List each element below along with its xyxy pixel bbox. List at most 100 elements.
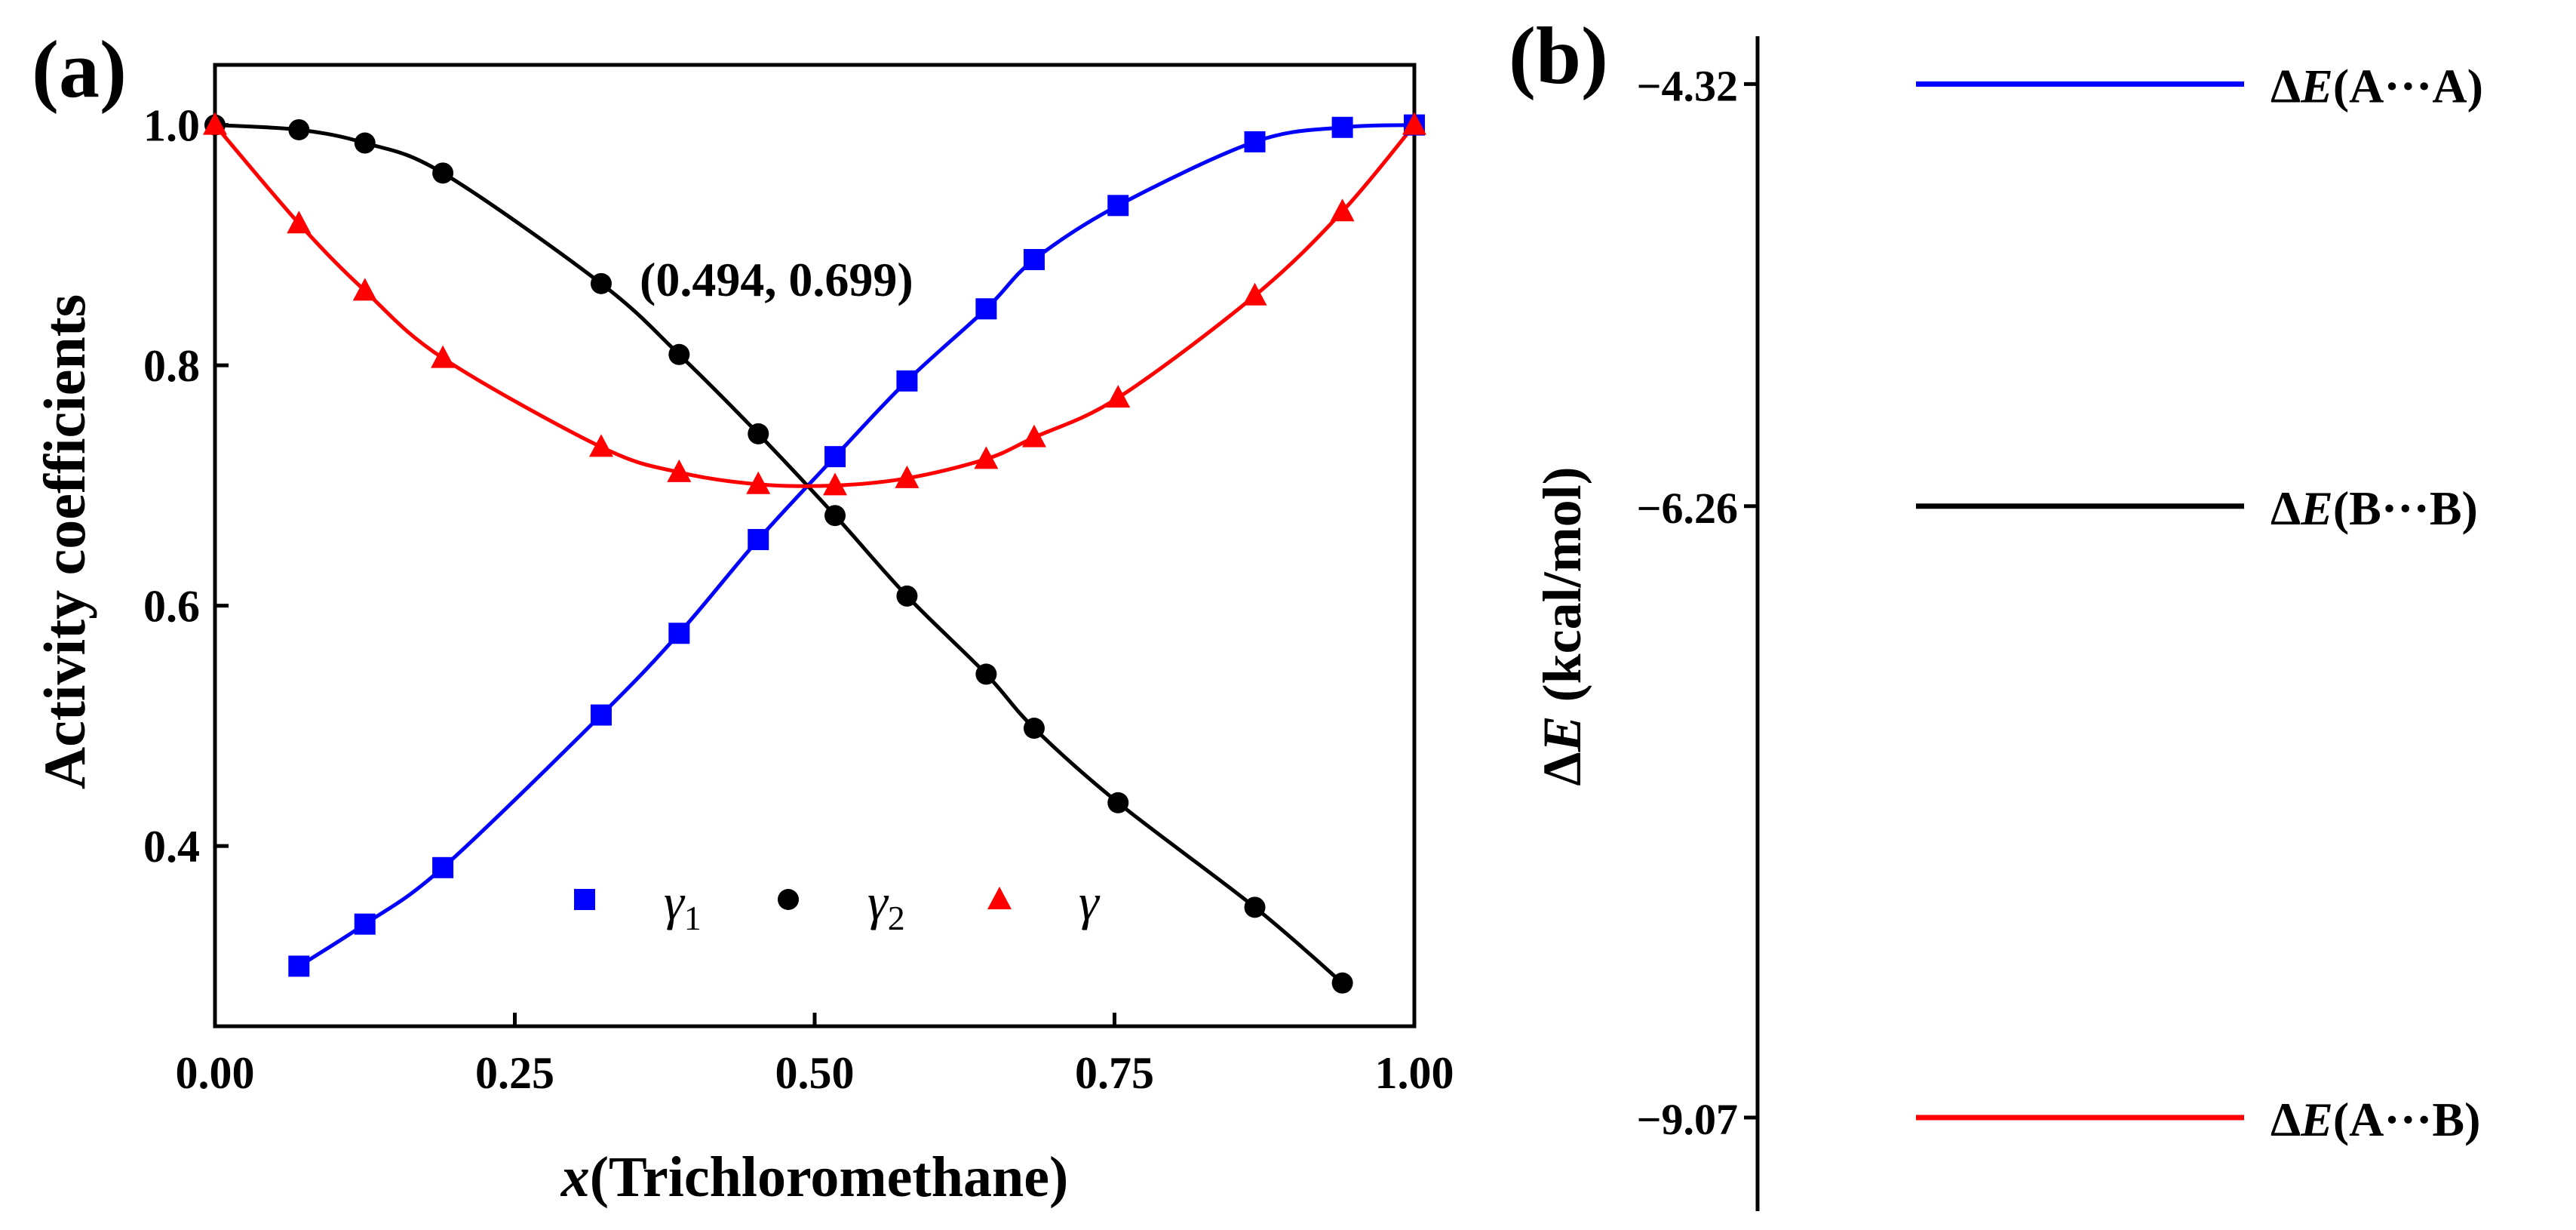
level-label-prefix: Δ <box>2271 481 2301 535</box>
level-label: ΔE(A···B) <box>2271 1093 2480 1146</box>
data-point-2 <box>1023 718 1045 740</box>
data-point-1 <box>1244 131 1266 152</box>
panel-a-x-axis: 0.00 0.25 0.50 0.75 1.00 <box>176 1013 1454 1098</box>
legend-entry-gamma: γ <box>987 873 1101 930</box>
panel-a-plot-frame <box>213 63 1417 1029</box>
series-line-1 <box>297 123 1415 968</box>
panel-b-levels: −4.32 ΔE(A···A)−6.26 ΔE(B···B)−9.07 ΔE(A···… <box>1636 59 2482 1146</box>
legend-marker <box>987 887 1012 909</box>
data-point-gamma <box>588 434 613 457</box>
y-tick-label: 0.8 <box>143 341 200 391</box>
panel-a-y-axis: 0.4 0.6 0.8 1.0 <box>143 101 229 872</box>
data-point-2 <box>668 343 690 365</box>
data-point-gamma <box>746 471 771 494</box>
data-point-2 <box>975 663 997 685</box>
data-point-2 <box>288 118 310 140</box>
legend-entry-1: γ1 <box>574 873 702 937</box>
y-axis-title-prefix: Δ <box>1532 752 1592 786</box>
y-tick-label: 0.4 <box>143 822 200 872</box>
panel-a-x-axis-title: x(Trichloromethane) <box>560 1145 1069 1209</box>
panel-a: (a) 0.00 0.25 0.50 0.75 1.00 0.4 0.6 0.8 1.0 (0… <box>32 25 1454 1209</box>
panel-a-label: (a) <box>32 25 127 115</box>
energy-level-a-a: −4.32 ΔE(A···A) <box>1636 59 2482 112</box>
legend-entry-2: γ2 <box>778 873 905 937</box>
panel-b: (b) −4.32 ΔE(A···A)−6.26 ΔE(B···B)−9.07 ΔE(… <box>1509 11 2483 1211</box>
panel-a-annotation: (0.494, 0.699) <box>640 253 913 306</box>
data-point-2 <box>590 272 612 294</box>
level-label-pair: (A···B) <box>2333 1093 2481 1146</box>
data-point-gamma <box>1402 112 1426 135</box>
energy-level-a-b: −9.07 ΔE(A···B) <box>1636 1093 2480 1146</box>
x-tick-label: 0.75 <box>1075 1048 1154 1098</box>
data-point-1 <box>1023 248 1045 270</box>
data-point-gamma <box>823 472 848 496</box>
level-label-var: E <box>2300 481 2333 535</box>
data-point-2 <box>1107 792 1129 813</box>
data-point-2 <box>1244 896 1266 918</box>
y-axis-title-unit: (kcal/mol) <box>1532 466 1592 715</box>
level-label-var: E <box>2300 59 2333 112</box>
data-point-gamma <box>1242 282 1267 306</box>
data-point-2 <box>748 423 769 444</box>
legend-label: γ <box>1079 873 1101 930</box>
panel-a-y-axis-title: Activity coefficients <box>32 294 97 789</box>
level-label: ΔE(B···B) <box>2271 481 2478 535</box>
panel-a-legend: γ1 γ2 γ <box>574 873 1101 937</box>
data-point-gamma <box>974 446 999 469</box>
y-axis-title-var: E <box>1532 715 1592 752</box>
level-label-pair: (A···A) <box>2333 59 2483 112</box>
data-point-2 <box>1331 972 1353 994</box>
level-label-prefix: Δ <box>2271 1093 2301 1146</box>
y-tick-label: −6.26 <box>1636 484 1738 533</box>
data-point-1 <box>288 955 310 977</box>
legend-marker <box>574 889 595 910</box>
x-axis-title-var: x <box>560 1145 590 1209</box>
data-point-1 <box>748 529 769 551</box>
legend-label-main: γ <box>1079 873 1101 930</box>
level-label: ΔE(A···A) <box>2271 59 2483 112</box>
data-point-2 <box>432 162 454 184</box>
level-label-var: E <box>2300 1093 2333 1146</box>
legend-label-subscript: 2 <box>888 899 905 937</box>
data-point-2 <box>824 505 846 527</box>
data-point-2 <box>896 585 918 607</box>
y-tick-label: −9.07 <box>1636 1095 1738 1144</box>
legend-label-main: γ <box>664 873 686 930</box>
x-tick-label: 0.50 <box>775 1048 855 1098</box>
panel-b-y-axis-title: ΔE (kcal/mol) <box>1532 466 1592 786</box>
legend-label-subscript: 1 <box>684 899 702 937</box>
data-point-2 <box>354 132 376 154</box>
y-tick-label: 1.0 <box>143 101 200 151</box>
data-point-1 <box>668 623 690 644</box>
data-point-1 <box>432 856 454 878</box>
data-point-1 <box>590 704 612 726</box>
energy-level-b-b: −6.26 ΔE(B···B) <box>1636 481 2477 535</box>
y-tick-label: 0.6 <box>143 582 200 632</box>
data-point-gamma <box>1021 424 1046 447</box>
x-tick-label: 1.00 <box>1375 1048 1454 1098</box>
legend-label: γ2 <box>867 873 905 937</box>
panel-b-label: (b) <box>1509 11 1608 101</box>
data-point-1 <box>1331 116 1353 138</box>
x-tick-label: 0.25 <box>475 1048 554 1098</box>
data-point-gamma <box>431 345 456 368</box>
data-point-1 <box>354 913 376 935</box>
data-point-gamma <box>1330 198 1355 222</box>
legend-marker <box>778 889 799 910</box>
legend-label: γ1 <box>664 873 702 937</box>
data-point-1 <box>896 370 918 392</box>
data-point-1 <box>824 446 846 468</box>
x-tick-label: 0.00 <box>176 1048 255 1098</box>
legend-label-main: γ <box>867 873 889 930</box>
data-point-gamma <box>667 459 692 482</box>
data-point-gamma <box>352 278 377 301</box>
data-point-1 <box>975 298 997 320</box>
panel-a-markers <box>203 112 1426 994</box>
y-tick-label: −4.32 <box>1636 61 1738 110</box>
level-label-pair: (B···B) <box>2333 481 2478 535</box>
x-axis-title-rest: (Trichloromethane) <box>590 1145 1069 1209</box>
data-point-gamma <box>1106 385 1131 408</box>
level-label-prefix: Δ <box>2271 59 2301 112</box>
data-point-gamma <box>203 112 227 135</box>
